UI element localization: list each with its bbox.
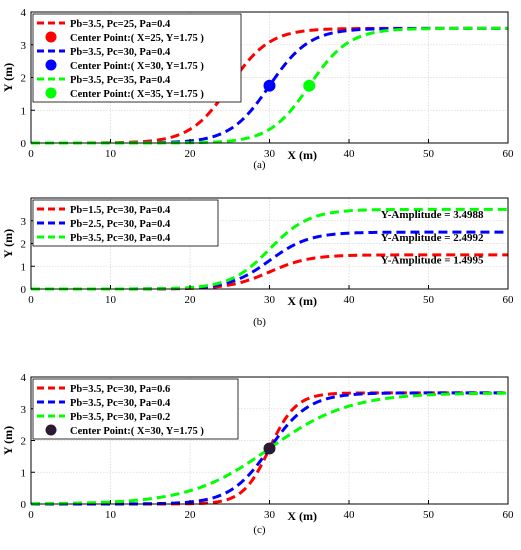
chart-panel-1: 0 10 20 30 40 50 60 0 1 2 3 4 X (m) Y (m) (a) Pb=3.5, P… xyxy=(1,7,514,171)
x-tick-label: 50 xyxy=(423,509,435,521)
legend: Pb=3.5, Pc=30, Pa=0.6 Pb=3.5, Pc=30, Pa=0… xyxy=(32,378,239,440)
x-tick-label: 10 xyxy=(105,148,117,160)
center-point-2 xyxy=(263,79,276,92)
legend-entry-label: Center Point:( X=30, Y=1.75 ) xyxy=(70,61,204,72)
legend-entry-label: Pb=1.5, Pc=30, Pa=0.4 xyxy=(70,205,171,216)
y-tick-label: 0 xyxy=(21,138,27,150)
series-line-3 xyxy=(31,26,508,145)
x-tick-label: 50 xyxy=(423,148,435,160)
y-axis-label: Y (m) xyxy=(1,229,15,258)
legend-entry-label: Center Point:( X=25, Y=1.75 ) xyxy=(70,33,204,44)
legend: Pb=3.5, Pc=25, Pa=0.4 Center Point:( X=25… xyxy=(32,13,242,103)
x-tick-label: 30 xyxy=(264,509,276,521)
center-point-3 xyxy=(303,79,316,92)
x-axis-label: X (m) xyxy=(287,148,317,162)
x-axis-label: X (m) xyxy=(287,509,317,523)
y-tick-label: 1 xyxy=(21,261,27,273)
legend-entry-label: Pb=3.5, Pc=30, Pa=0.4 xyxy=(70,398,171,409)
legend-entry-label: Pb=3.5, Pc=30, Pa=0.2 xyxy=(70,412,170,423)
legend-entry-label: Pb=3.5, Pc=25, Pa=0.4 xyxy=(70,19,171,30)
y-tick-label: 1 xyxy=(21,105,27,117)
x-tick-label: 0 xyxy=(28,294,34,306)
x-tick-label: 10 xyxy=(105,509,117,521)
y-tick-label: 0 xyxy=(21,499,27,511)
y-tick-label: 3 xyxy=(21,404,27,416)
x-tick-label: 20 xyxy=(185,148,197,160)
y-tick-label: 1 xyxy=(21,467,27,479)
series-line-1 xyxy=(31,253,508,291)
x-tick-label: 20 xyxy=(185,509,197,521)
x-tick-label: 30 xyxy=(264,148,276,160)
legend-swatch-point xyxy=(45,424,57,436)
x-tick-label: 0 xyxy=(28,509,34,521)
legend-entry-label: Pb=2.5, Pc=30, Pa=0.4 xyxy=(70,219,171,230)
panel-caption: (c) xyxy=(253,524,266,536)
series-line-2 xyxy=(31,230,508,291)
y-tick-label: 2 xyxy=(21,239,27,251)
annotation-2: Y-Amplitude = 2.4992 xyxy=(381,232,484,244)
x-tick-label: 0 xyxy=(28,148,34,160)
x-tick-label: 40 xyxy=(344,148,356,160)
x-tick-label: 20 xyxy=(185,294,197,306)
annotation-3: Y-Amplitude = 1.4995 xyxy=(381,255,484,267)
y-tick-label: 3 xyxy=(21,40,27,52)
y-tick-label: 4 xyxy=(21,372,27,384)
x-tick-label: 60 xyxy=(503,148,515,160)
x-tick-label: 60 xyxy=(503,509,515,521)
x-axis-label: X (m) xyxy=(287,294,317,308)
y-tick-label: 0 xyxy=(21,284,27,296)
legend-entry-label: Pb=3.5, Pc=30, Pa=0.4 xyxy=(70,47,171,58)
y-tick-label: 2 xyxy=(21,73,27,85)
legend-entry-label: Pb=3.5, Pc=30, Pa=0.4 xyxy=(70,233,171,244)
legend-entry-label: Pb=3.5, Pc=30, Pa=0.6 xyxy=(70,384,170,395)
legend-entry-label: Center Point:( X=35, Y=1.75 ) xyxy=(70,89,204,100)
legend: Pb=1.5, Pc=30, Pa=0.4 Pb=2.5, Pc=30, Pa=0… xyxy=(32,199,219,247)
x-tick-label: 40 xyxy=(344,509,356,521)
panel-caption: (a) xyxy=(253,159,266,171)
chart-panel-3: 0 10 20 30 40 50 60 0 1 2 3 4 X (m) Y (m) (c) Pb=3.5, P… xyxy=(1,372,514,536)
legend-swatch-point xyxy=(45,59,57,71)
chart-panel-2: Y-Amplitude = 3.4988 Y-Amplitude = 2.4992… xyxy=(1,197,515,328)
x-tick-label: 10 xyxy=(105,294,117,306)
y-axis-label: Y (m) xyxy=(1,63,15,92)
legend-entry-label: Pb=3.5, Pc=35, Pa=0.4 xyxy=(70,75,171,86)
x-tick-label: 60 xyxy=(503,294,515,306)
legend-box xyxy=(32,378,239,440)
series-line-3 xyxy=(31,207,508,291)
center-point-1 xyxy=(263,442,276,455)
x-tick-label: 40 xyxy=(344,294,356,306)
y-tick-label: 4 xyxy=(21,7,27,19)
annotation-1: Y-Amplitude = 3.4988 xyxy=(381,209,484,221)
x-tick-label: 50 xyxy=(423,294,435,306)
legend-swatch-point xyxy=(45,87,57,99)
legend-entry-label: Center Point:( X=30, Y=1.75 ) xyxy=(70,426,204,437)
y-tick-label: 2 xyxy=(21,436,27,448)
panel-caption: (b) xyxy=(253,316,266,328)
y-tick-label: 3 xyxy=(21,216,27,228)
x-tick-label: 30 xyxy=(264,294,276,306)
y-axis-label: Y (m) xyxy=(1,426,15,455)
series-line-3 xyxy=(30,391,509,506)
legend-swatch-point xyxy=(45,31,57,43)
legend-box xyxy=(32,13,242,103)
